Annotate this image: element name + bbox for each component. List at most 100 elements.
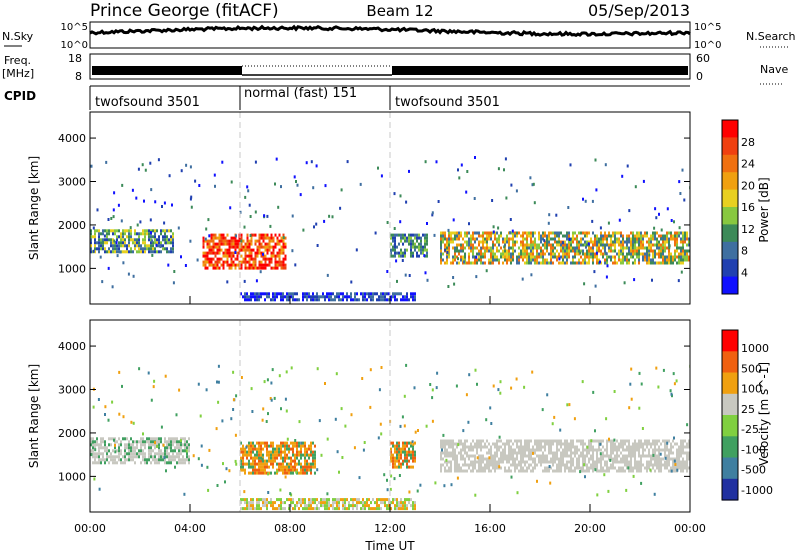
velocity-echo-cell bbox=[610, 463, 612, 467]
velocity-echo-cell bbox=[570, 442, 572, 446]
velocity-echo-cell bbox=[530, 454, 532, 458]
velocity-echo-cell bbox=[288, 465, 290, 469]
velocity-echo-cell bbox=[398, 453, 400, 457]
power-echo-cell bbox=[488, 258, 490, 262]
power-echo-cell bbox=[166, 247, 168, 251]
velocity-echo-cell bbox=[592, 457, 594, 461]
velocity-echo-cell bbox=[650, 457, 652, 461]
power-echo-cell bbox=[670, 252, 672, 256]
power-echo-cell bbox=[262, 239, 265, 243]
power-echo-cell bbox=[636, 249, 638, 253]
velocity-echo-cell bbox=[374, 501, 376, 505]
power-sparse-echo bbox=[594, 158, 597, 162]
cpid-segment-1: twofsound 3501 bbox=[95, 95, 200, 110]
velocity-echo-cell bbox=[132, 446, 134, 450]
velocity-echo-cell bbox=[538, 454, 540, 458]
power-echo-cell bbox=[566, 261, 568, 265]
power-echo-cell bbox=[490, 246, 492, 250]
velocity-echo-cell bbox=[110, 452, 112, 456]
velocity-echo-cell bbox=[414, 453, 416, 457]
velocity-echo-cell bbox=[514, 439, 516, 443]
power-sparse-echo bbox=[509, 231, 512, 235]
velocity-echo-cell bbox=[334, 501, 336, 505]
velocity-echo-cell bbox=[548, 442, 550, 446]
power-echo-cell bbox=[146, 229, 148, 233]
power-echo-cell bbox=[210, 257, 213, 261]
velocity-echo-cell bbox=[442, 457, 444, 461]
velocity-echo-cell bbox=[160, 449, 162, 453]
power-echo-cell bbox=[418, 236, 420, 240]
velocity-echo-cell bbox=[314, 501, 316, 505]
velocity-echo-cell bbox=[166, 446, 168, 450]
velocity-echo-cell bbox=[380, 501, 382, 505]
velocity-echo-cell bbox=[662, 457, 664, 461]
power-echo-cell bbox=[684, 240, 686, 244]
power-echo-cell bbox=[266, 245, 269, 249]
power-echo-cell bbox=[484, 231, 486, 235]
velocity-sparse-echo bbox=[279, 488, 282, 492]
velocity-echo-cell bbox=[250, 450, 252, 454]
velocity-sparse-echo bbox=[197, 457, 200, 461]
power-echo-cell bbox=[160, 241, 162, 245]
power-echo-cell bbox=[248, 295, 250, 299]
power-echo-cell bbox=[234, 236, 237, 240]
power-echo-cell bbox=[666, 261, 668, 265]
power-echo-cell bbox=[118, 235, 120, 239]
power-echo-cell bbox=[662, 234, 664, 238]
velocity-echo-cell bbox=[560, 460, 562, 464]
power-echo-cell bbox=[686, 255, 688, 259]
velocity-echo-cell bbox=[592, 469, 594, 473]
power-echo-cell bbox=[618, 231, 620, 235]
velocity-echo-cell bbox=[574, 454, 576, 458]
power-echo-cell bbox=[540, 255, 542, 259]
velocity-echo-cell bbox=[612, 442, 614, 446]
power-echo-cell bbox=[568, 240, 570, 244]
velocity-echo-cell bbox=[328, 501, 330, 505]
power-echo-cell bbox=[274, 260, 277, 264]
power-echo-cell bbox=[648, 249, 650, 253]
velocity-echo-cell bbox=[362, 501, 364, 505]
velocity-echo-cell bbox=[658, 454, 660, 458]
velocity-echo-cell bbox=[266, 459, 268, 463]
power-echo-cell bbox=[472, 261, 474, 265]
velocity-echo-cell bbox=[470, 442, 472, 446]
velocity-echo-cell bbox=[244, 498, 246, 502]
velocity-echo-cell bbox=[628, 454, 630, 458]
velocity-echo-cell bbox=[596, 439, 598, 443]
velocity-echo-cell bbox=[452, 454, 454, 458]
power-echo-cell bbox=[138, 238, 140, 242]
velocity-sparse-echo bbox=[273, 396, 276, 400]
power-sparse-echo bbox=[485, 269, 488, 273]
velocity-echo-cell bbox=[396, 504, 398, 508]
power-sparse-echo bbox=[295, 180, 297, 183]
power-echo-cell bbox=[632, 243, 634, 247]
power-echo-cell bbox=[114, 241, 116, 245]
power-sparse-echo bbox=[655, 216, 658, 220]
power-echo-cell bbox=[226, 251, 229, 255]
power-sparse-echo bbox=[119, 250, 122, 254]
velocity-echo-cell bbox=[100, 446, 102, 450]
power-echo-cell bbox=[282, 239, 285, 243]
power-echo-cell bbox=[94, 247, 96, 251]
velocity-echo-cell bbox=[150, 437, 152, 441]
power-echo-cell bbox=[606, 258, 608, 262]
power-echo-cell bbox=[164, 229, 166, 233]
power-echo-cell bbox=[356, 292, 358, 296]
velocity-echo-cell bbox=[272, 453, 274, 457]
power-sparse-echo bbox=[497, 167, 500, 171]
power-echo-cell bbox=[614, 246, 616, 250]
power-echo-cell bbox=[568, 246, 570, 250]
power-echo-cell bbox=[594, 255, 596, 259]
power-echo-cell bbox=[564, 246, 566, 250]
power-echo-cell bbox=[148, 244, 150, 248]
velocity-sparse-echo bbox=[638, 406, 641, 410]
velocity-echo-cell bbox=[406, 459, 408, 463]
power-echo-cell bbox=[564, 249, 566, 253]
power-echo-cell bbox=[472, 255, 474, 259]
power-echo-cell bbox=[658, 255, 660, 259]
power-echo-cell bbox=[532, 243, 534, 247]
power-echo-cell bbox=[492, 246, 494, 250]
power-echo-cell bbox=[230, 245, 233, 249]
velocity-echo-cell bbox=[628, 460, 630, 464]
power-echo-cell bbox=[316, 295, 318, 299]
